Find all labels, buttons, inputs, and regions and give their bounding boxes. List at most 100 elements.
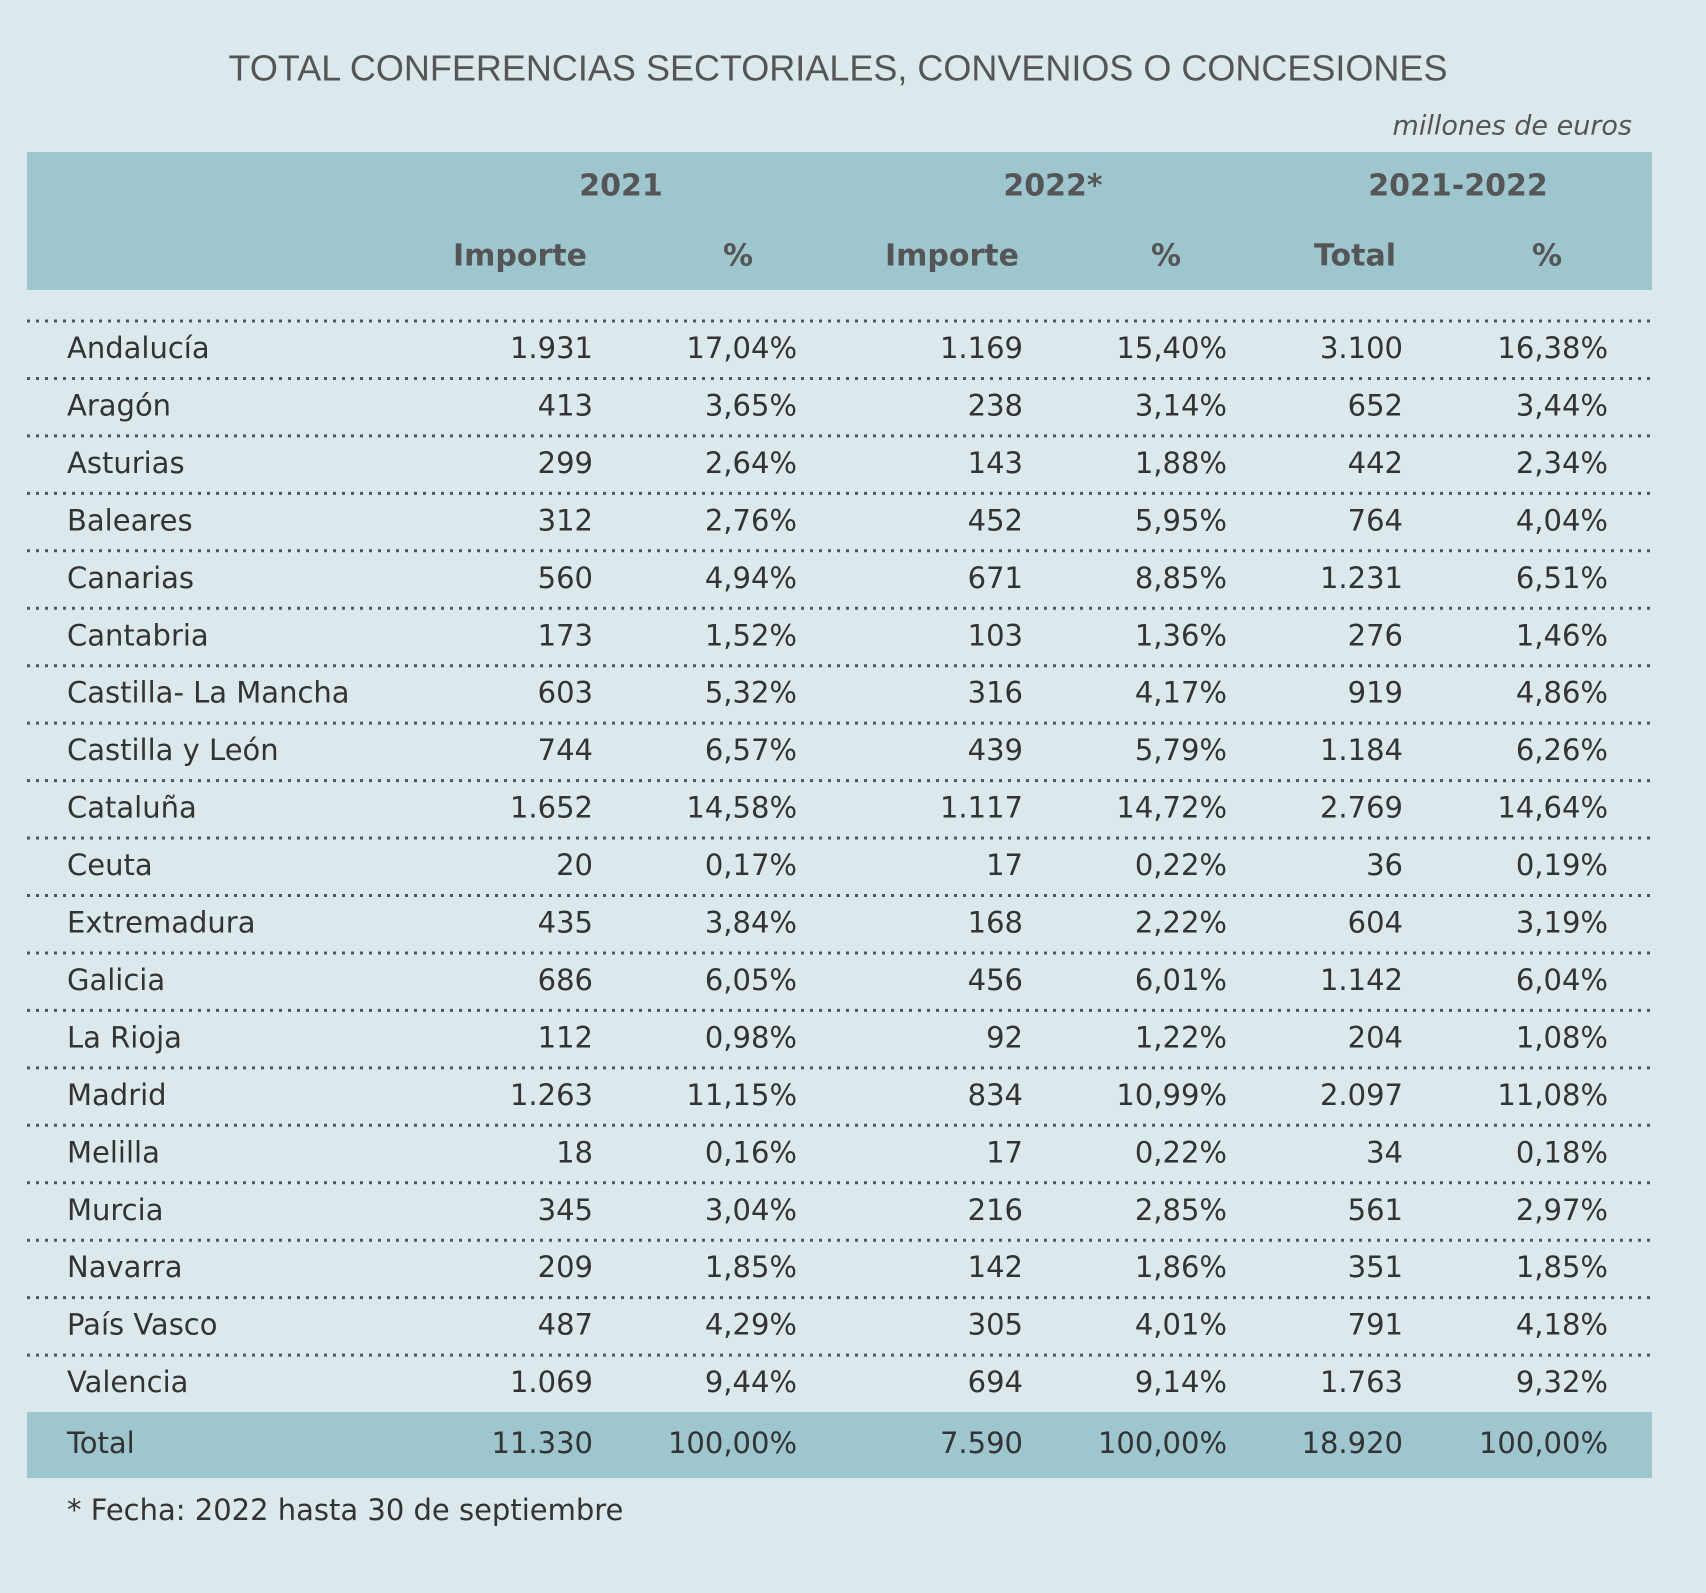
total-band (27, 1412, 1652, 1478)
cell: 5,79% (1135, 733, 1227, 767)
cell: 4,18% (1516, 1308, 1608, 1342)
cell: 2,34% (1516, 446, 1608, 480)
column-header: % (723, 239, 753, 274)
cell: 18 (556, 1135, 593, 1169)
cell: 316 (968, 676, 1023, 710)
cell: 100,00% (668, 1426, 797, 1460)
cell: 168 (968, 906, 1023, 940)
cell: 604 (1348, 906, 1403, 940)
cell: 9,32% (1516, 1365, 1608, 1399)
cell: 3.100 (1320, 331, 1403, 365)
cell: 6,04% (1516, 963, 1608, 997)
cell: 36 (1366, 848, 1403, 882)
cell: 671 (968, 561, 1023, 595)
cell: 2,64% (705, 446, 797, 480)
row-label: Galicia (67, 963, 165, 997)
cell: 100,00% (1479, 1426, 1608, 1460)
cell: 1.763 (1320, 1365, 1403, 1399)
cell: 17 (986, 848, 1023, 882)
row-label: Cantabria (67, 618, 209, 652)
row-label: Total (66, 1426, 135, 1460)
cell: 1.652 (510, 791, 593, 825)
cell: 1,36% (1135, 618, 1227, 652)
cell: 112 (538, 1020, 593, 1054)
cell: 1,08% (1516, 1020, 1608, 1054)
cell: 1.263 (510, 1078, 593, 1112)
row-label: Madrid (67, 1078, 167, 1112)
cell: 1.142 (1320, 963, 1403, 997)
cell: 791 (1348, 1308, 1403, 1342)
cell: 1,46% (1516, 618, 1608, 652)
cell: 452 (968, 503, 1023, 537)
cell: 2,97% (1516, 1193, 1608, 1227)
cell: 1,86% (1135, 1250, 1227, 1284)
cell: 1,52% (705, 618, 797, 652)
cell: 11,15% (686, 1078, 797, 1112)
cell: 919 (1348, 676, 1403, 710)
cell: 744 (538, 733, 593, 767)
cell: 2,22% (1135, 906, 1227, 940)
cell: 3,04% (705, 1193, 797, 1227)
group-header: 2022* (1003, 169, 1102, 204)
cell: 6,51% (1516, 561, 1608, 595)
cell: 11.330 (492, 1426, 593, 1460)
cell: 14,72% (1116, 791, 1227, 825)
cell: 3,19% (1516, 906, 1608, 940)
group-header: 2021 (579, 169, 663, 204)
row-label: Castilla y León (67, 733, 279, 767)
cell: 103 (968, 618, 1023, 652)
cell: 216 (968, 1193, 1023, 1227)
row-label: La Rioja (67, 1020, 182, 1054)
cell: 2.097 (1320, 1078, 1403, 1112)
cell: 0,22% (1135, 848, 1227, 882)
row-label: Navarra (67, 1250, 183, 1284)
cell: 312 (538, 503, 593, 537)
cell: 652 (1348, 388, 1403, 422)
cell: 3,44% (1516, 388, 1608, 422)
cell: 7.590 (940, 1426, 1023, 1460)
cell: 34 (1366, 1135, 1403, 1169)
cell: 487 (538, 1308, 593, 1342)
cell: 834 (968, 1078, 1023, 1112)
row-label: Murcia (67, 1193, 163, 1227)
cell: 4,17% (1135, 676, 1227, 710)
cell: 10,99% (1116, 1078, 1227, 1112)
cell: 15,40% (1116, 331, 1227, 365)
row-label: Castilla- La Mancha (67, 676, 350, 710)
cell: 0,22% (1135, 1135, 1227, 1169)
row-label: Cataluña (67, 791, 197, 825)
cell: 6,26% (1516, 733, 1608, 767)
cell: 11,08% (1497, 1078, 1608, 1112)
unit-label: millones de euros (1393, 111, 1632, 142)
cell: 1.184 (1320, 733, 1403, 767)
cell: 0,17% (705, 848, 797, 882)
cell: 561 (1348, 1193, 1403, 1227)
cell: 560 (538, 561, 593, 595)
cell: 764 (1348, 503, 1403, 537)
cell: 4,01% (1135, 1308, 1227, 1342)
cell: 4,04% (1516, 503, 1608, 537)
column-header: % (1532, 239, 1562, 274)
cell: 92 (986, 1020, 1023, 1054)
cell: 17,04% (686, 331, 797, 365)
column-header: % (1151, 239, 1181, 274)
cell: 100,00% (1098, 1426, 1227, 1460)
cell: 9,14% (1135, 1365, 1227, 1399)
cell: 1,88% (1135, 446, 1227, 480)
cell: 299 (538, 446, 593, 480)
cell: 14,58% (686, 791, 797, 825)
cell: 456 (968, 963, 1023, 997)
cell: 603 (538, 676, 593, 710)
row-label: Extremadura (67, 906, 256, 940)
footnote: * Fecha: 2022 hasta 30 de septiembre (67, 1493, 623, 1527)
row-label: Ceuta (67, 848, 153, 882)
cell: 0,18% (1516, 1135, 1608, 1169)
cell: 686 (538, 963, 593, 997)
cell: 0,19% (1516, 848, 1608, 882)
cell: 209 (538, 1250, 593, 1284)
cell: 1.069 (510, 1365, 593, 1399)
cell: 5,32% (705, 676, 797, 710)
cell: 16,38% (1497, 331, 1608, 365)
cell: 6,01% (1135, 963, 1227, 997)
